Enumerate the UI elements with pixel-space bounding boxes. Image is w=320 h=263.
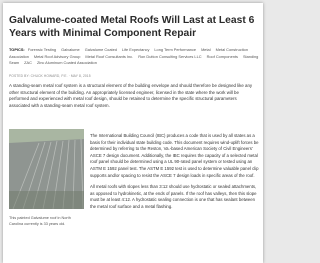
topic-tag: Metal Roof Consultants Inc. (85, 54, 133, 59)
page: Galvalume-coated Metal Roofs Will Last a… (0, 0, 243, 246)
article-title: Galvalume-coated Metal Roofs Will Last a… (9, 14, 263, 40)
topic-tag: Ron Dutton Consulting Services LLC (138, 54, 201, 59)
topic-tag: Forensic Testing (28, 47, 56, 52)
intro-paragraph: A standing-seam metal roof system is a s… (9, 83, 253, 109)
topics: TOPICS: Forensic Testing Galvalume Galvalu… (9, 47, 259, 67)
topic-tag: Metal (201, 47, 211, 52)
topics-label: TOPICS: (9, 47, 25, 52)
body-column: The International Building Council (IBC)… (90, 133, 260, 216)
title-line: Years with Minimal Component Repair (9, 27, 263, 40)
topic-tag: Roof Components (207, 54, 238, 59)
article: Galvalume-coated Metal Roofs Will Last a… (3, 3, 263, 263)
topic-tag: Metal Roof Advisory Group (34, 54, 81, 59)
roof-photo (9, 129, 84, 209)
topic-tag: Galvalume Coated (85, 47, 117, 52)
topic-tag: Galvalume (61, 47, 80, 52)
topic-tag: ZAC (24, 60, 32, 65)
topic-tag: Long Term Performance (154, 47, 196, 52)
paragraph: All metal roofs with slopes less than 3:… (90, 184, 260, 210)
image-caption: This painted Galvalume roof in North Car… (9, 216, 84, 227)
byline: POSTED BY: CHUCK HOWARD, P.E. · MAY 8, 2… (9, 74, 91, 78)
figure: This painted Galvalume roof in North Car… (9, 129, 84, 227)
title-line: Galvalume-coated Metal Roofs Will Last a… (9, 14, 263, 27)
topic-tag: Zinc Aluminum Coated Association (37, 60, 97, 65)
paragraph: The International Building Council (IBC)… (90, 133, 260, 179)
topic-tag: Life Expectancy (122, 47, 149, 52)
